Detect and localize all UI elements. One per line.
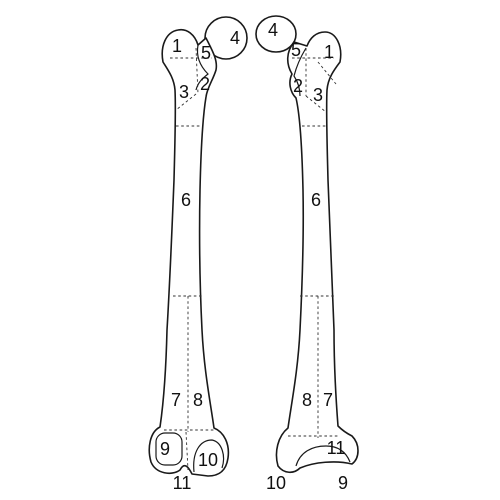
left-medial-condyle-outline	[155, 432, 183, 466]
right-label-9: 9	[338, 473, 348, 493]
left-label-6: 6	[181, 190, 191, 210]
left-label-11: 11	[173, 473, 192, 493]
right-label-4: 4	[268, 20, 278, 40]
left-trochanter-edge	[195, 44, 209, 91]
left-label-10: 10	[198, 450, 218, 470]
right-label-1: 1	[324, 42, 334, 62]
left-femur-outline	[148, 28, 230, 477]
left-label-9: 9	[160, 439, 170, 459]
left-label-2: 2	[200, 74, 210, 94]
right-label-10: 10	[266, 473, 286, 493]
right-label-3: 3	[313, 85, 323, 105]
right-trochanter-edge	[293, 47, 307, 97]
right-label-6: 6	[311, 190, 321, 210]
right-label-7: 7	[323, 390, 333, 410]
left-zone-boundaries	[164, 47, 214, 471]
left-label-4: 4	[230, 28, 240, 48]
left-label-5: 5	[201, 43, 211, 63]
left-label-1: 1	[172, 36, 182, 56]
right-femoral-head	[255, 15, 297, 53]
left-femur: 1 2 3 4 5 6 7 8 9 10 11	[148, 16, 248, 493]
right-condyle-notch	[295, 445, 351, 467]
right-label-8: 8	[302, 390, 312, 410]
right-label-5: 5	[291, 40, 301, 60]
left-label-8: 8	[193, 390, 203, 410]
left-lateral-condyle-outline	[193, 439, 225, 473]
right-zone-boundaries	[288, 48, 340, 438]
right-label-2: 2	[293, 76, 303, 96]
left-label-3: 3	[179, 82, 189, 102]
right-femur: 1 2 3 4 5 6 7 8 9 10 11	[255, 15, 359, 493]
right-label-11: 11	[327, 438, 346, 458]
right-femur-outline	[275, 31, 359, 474]
left-label-7: 7	[171, 390, 181, 410]
